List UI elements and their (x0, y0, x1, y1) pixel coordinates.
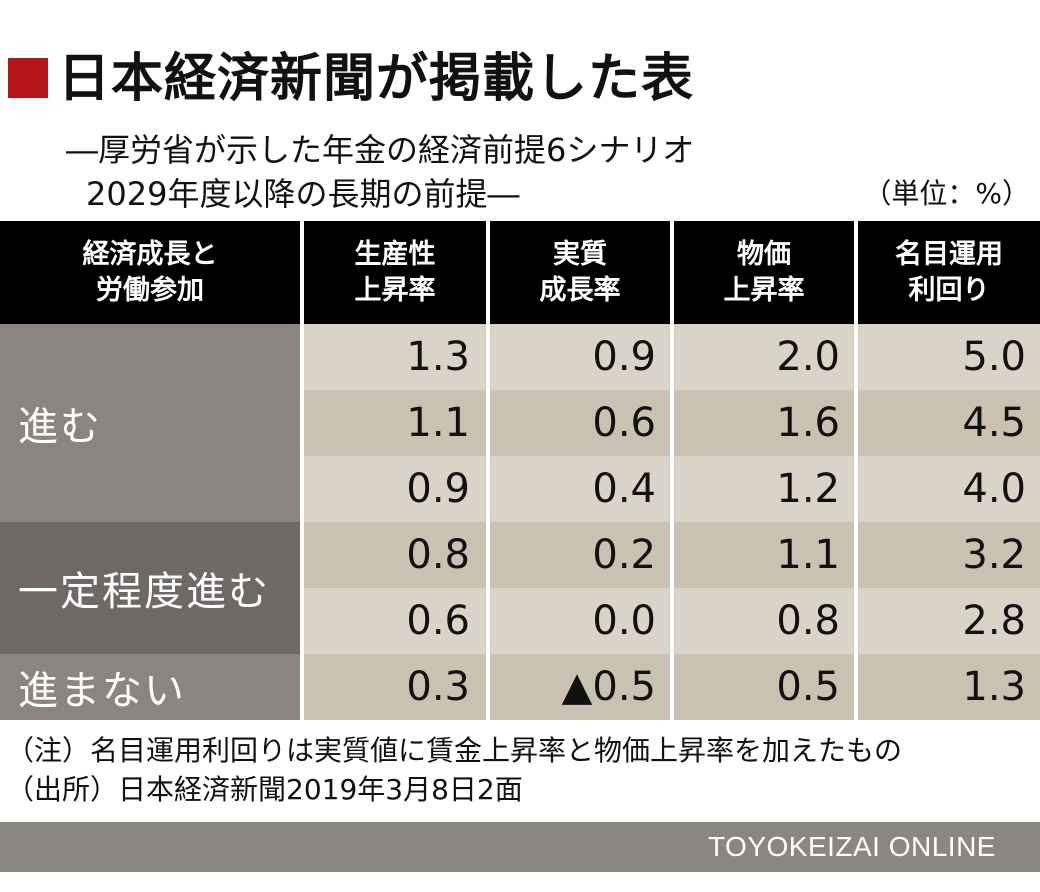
subtitle-line-1: ―厚労省が示した年金の経済前提6シナリオ (66, 131, 695, 169)
unit-label: （単位：%） (863, 177, 1030, 210)
cell-nominal-yield: 3.2 (962, 532, 1026, 578)
group-label-progress: 進む (0, 324, 300, 522)
cell-productivity: 1.3 (406, 334, 470, 380)
cell-real-growth: 0.6 (592, 400, 656, 446)
header-text: 利回り (908, 274, 990, 306)
cell-real-growth: ▲0.5 (561, 664, 656, 710)
column-divider (486, 324, 490, 720)
cell-price-rise: 1.6 (776, 400, 840, 446)
cell-price-rise: 1.2 (776, 466, 840, 512)
cell-real-growth: 0.2 (592, 532, 656, 578)
cell-productivity: 0.6 (406, 598, 470, 644)
cell-real-growth: 0.0 (592, 598, 656, 644)
cell-price-rise: 2.0 (776, 334, 840, 380)
header-real-growth: 実質 成長率 (490, 221, 670, 324)
header-divider (300, 221, 304, 324)
header-divider (854, 221, 858, 324)
header-productivity: 生産性 上昇率 (304, 221, 486, 324)
cell-real-growth: 0.9 (592, 334, 656, 380)
cell-price-rise: 0.5 (776, 664, 840, 710)
cell-productivity: 0.8 (406, 532, 470, 578)
page-title: 日本経済新聞が掲載した表 (58, 49, 695, 109)
header-price-rise: 物価 上昇率 (674, 221, 854, 324)
header-text: 上昇率 (354, 274, 436, 306)
publisher-logo-text: TOYOKEIZAI ONLINE (707, 831, 996, 862)
source-text: （出所）日本経済新聞2019年3月8日2面 (6, 773, 523, 806)
note-text: （注）名目運用利回りは実質値に賃金上昇率と物価上昇率を加えたもの (6, 734, 903, 767)
column-divider (854, 324, 858, 720)
cell-productivity: 0.3 (406, 664, 470, 710)
title-accent-square (8, 58, 48, 98)
column-divider (300, 324, 304, 720)
table-header: 経済成長と 労働参加 生産性 上昇率 実質 成長率 物価 上昇率 名目運用 利回… (0, 221, 1040, 324)
subtitle-line-2: 2029年度以降の長期の前提― (86, 175, 520, 213)
cell-nominal-yield: 4.0 (962, 466, 1026, 512)
footer-bar: TOYOKEIZAI ONLINE (0, 822, 1040, 872)
group-label-no-progress: 進まない (0, 654, 300, 720)
cell-price-rise: 1.1 (776, 532, 840, 578)
subtitle: ―厚労省が示した年金の経済前提6シナリオ 2029年度以降の長期の前提― (66, 128, 694, 216)
cell-productivity: 1.1 (406, 400, 470, 446)
header-divider (670, 221, 674, 324)
header-text: 成長率 (539, 274, 621, 306)
cell-real-growth: 0.4 (592, 466, 656, 512)
header-divider (486, 221, 490, 324)
column-divider (670, 324, 674, 720)
cell-productivity: 0.9 (406, 466, 470, 512)
header-text: 上昇率 (723, 274, 805, 306)
header-text: 名目運用 (895, 238, 1003, 270)
cell-nominal-yield: 5.0 (962, 334, 1026, 380)
header-growth-labor: 経済成長と 労働参加 (0, 221, 300, 324)
header-text: 経済成長と (82, 238, 218, 270)
header-text: 労働参加 (96, 274, 204, 306)
cell-nominal-yield: 1.3 (962, 664, 1026, 710)
cell-nominal-yield: 4.5 (962, 400, 1026, 446)
header-nominal-yield: 名目運用 利回り (858, 221, 1040, 324)
cell-nominal-yield: 2.8 (962, 598, 1026, 644)
header-text: 物価 (737, 238, 791, 270)
cell-price-rise: 0.8 (776, 598, 840, 644)
header-text: 実質 (553, 238, 607, 270)
header-text: 生産性 (354, 238, 436, 270)
group-label-partial-progress: 一定程度進む (0, 522, 300, 654)
